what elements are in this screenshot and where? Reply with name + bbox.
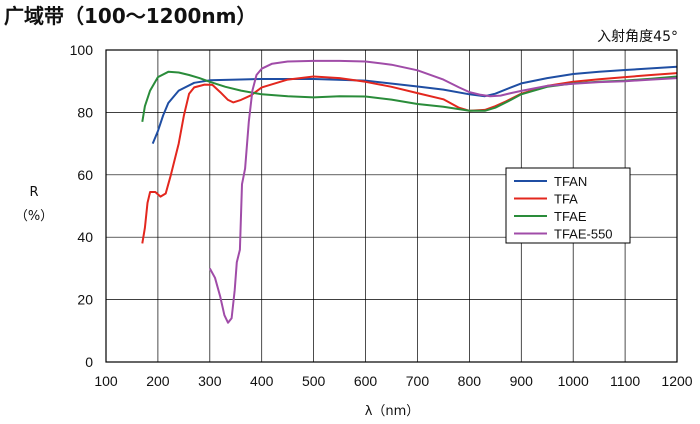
x-tick-label: 700 — [406, 373, 430, 389]
x-tick-label: 400 — [250, 373, 274, 389]
y-tick-label: 100 — [70, 42, 94, 58]
series-line-tfae-550 — [208, 59, 678, 324]
x-tick-label: 1200 — [661, 373, 692, 389]
y-axis-label-line1: R — [29, 185, 38, 200]
legend-label-tfan: TFAN — [554, 174, 587, 189]
y-axis-ticks: 0 20 40 60 80 100 — [70, 42, 94, 370]
y-tick-label: 60 — [77, 167, 93, 183]
x-tick-label: 800 — [458, 373, 482, 389]
x-tick-label: 100 — [94, 373, 118, 389]
x-tick-label: 300 — [198, 373, 222, 389]
legend: TFAN TFA TFAE TFAE-550 — [505, 167, 631, 244]
x-tick-label: 900 — [510, 373, 534, 389]
y-axis-label-line2: （%） — [15, 209, 53, 224]
x-tick-label: 600 — [354, 373, 378, 389]
y-tick-label: 80 — [77, 104, 93, 120]
x-tick-label: 500 — [302, 373, 326, 389]
y-tick-label: 40 — [77, 229, 93, 245]
x-axis-label: λ（nm） — [365, 404, 420, 419]
plot-frame — [105, 49, 678, 363]
x-tick-label: 200 — [146, 373, 170, 389]
y-tick-label: 20 — [77, 292, 93, 308]
incidence-angle-annotation: 入射角度45° — [597, 29, 678, 45]
x-tick-label: 1000 — [558, 373, 589, 389]
legend-label-tfae: TFAE — [554, 209, 587, 224]
chart-title: 广域带（100〜1200nm） — [4, 4, 257, 28]
y-tick-label: 0 — [85, 354, 93, 370]
x-axis-ticks: 100 200 300 400 500 600 700 800 900 1000 1100 1200 — [94, 373, 692, 389]
legend-label-tfa: TFA — [554, 192, 578, 207]
x-tick-label: 1100 — [610, 373, 640, 389]
series-line-tfan — [151, 65, 678, 144]
series-layer — [141, 59, 678, 324]
legend-label-tfae-550: TFAE-550 — [554, 227, 613, 242]
